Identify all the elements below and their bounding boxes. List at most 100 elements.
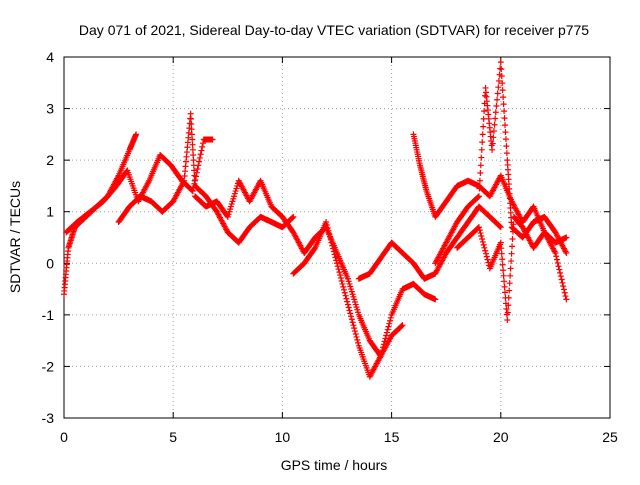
data-point	[196, 154, 203, 161]
data-point	[556, 266, 563, 273]
data-point	[330, 248, 337, 255]
data-point	[497, 59, 504, 66]
data-point	[190, 151, 197, 158]
data-point	[483, 253, 490, 260]
data-point	[481, 244, 488, 251]
data-point	[558, 276, 565, 283]
data-point	[482, 247, 489, 254]
x-tick-labels: 0 5 10 15 20 25	[60, 429, 618, 445]
data-point	[484, 256, 491, 263]
data-point	[348, 313, 355, 320]
data-point	[191, 177, 198, 184]
data-point	[345, 304, 352, 311]
data-point	[326, 230, 333, 237]
y-tick-label: -3	[42, 410, 55, 426]
data-point	[501, 278, 508, 285]
data-point	[333, 257, 340, 264]
data-point	[481, 108, 488, 115]
data-point	[476, 227, 483, 234]
chart-title: Day 071 of 2021, Sidereal Day-to-day VTE…	[79, 22, 589, 38]
data-point	[324, 224, 331, 231]
data-point	[492, 115, 499, 122]
data-point	[510, 221, 517, 228]
data-point	[507, 272, 514, 279]
data-point	[502, 136, 509, 143]
data-point	[552, 249, 559, 256]
data-point	[505, 302, 512, 309]
data-point	[494, 96, 501, 103]
data-point	[480, 241, 487, 248]
data-point	[490, 134, 497, 141]
data-point	[382, 335, 389, 342]
data-point	[350, 322, 357, 329]
y-tick-label: 3	[46, 101, 54, 117]
data-point	[478, 233, 485, 240]
data-point	[347, 310, 354, 317]
data-point	[331, 251, 338, 258]
data-point	[199, 143, 206, 150]
data-point	[482, 250, 489, 257]
data-point	[327, 236, 334, 243]
data-point	[355, 339, 362, 346]
data-point	[508, 250, 515, 257]
data-point	[340, 283, 347, 290]
data-point	[478, 146, 485, 153]
data-point	[188, 126, 195, 133]
data-point	[478, 154, 485, 161]
data-point	[499, 80, 506, 87]
data-point	[479, 131, 486, 138]
y-tick-label: 0	[46, 255, 54, 271]
data-point	[482, 92, 489, 99]
data-point	[338, 277, 345, 284]
data-point	[346, 307, 353, 314]
data-point	[188, 121, 195, 128]
data-point	[560, 286, 567, 293]
data-point	[386, 320, 393, 327]
data-point	[323, 219, 330, 226]
data-point	[493, 102, 500, 109]
data-point	[503, 305, 510, 312]
data-point	[504, 317, 511, 324]
data-point	[494, 90, 501, 97]
data-point	[500, 94, 507, 101]
x-tick-label: 0	[60, 429, 68, 445]
data-point	[502, 129, 509, 136]
data-point	[497, 239, 504, 246]
data-point	[334, 260, 340, 267]
plot-frame	[63, 56, 611, 419]
data-point	[432, 296, 439, 303]
data-point	[562, 293, 569, 300]
data-series-trace-e	[290, 219, 439, 380]
data-point	[491, 121, 498, 128]
data-point	[499, 87, 506, 94]
data-point	[187, 110, 194, 117]
data-point	[190, 162, 197, 169]
data-point	[133, 131, 140, 138]
data-point	[559, 279, 566, 286]
data-point	[497, 223, 504, 230]
data-point	[198, 147, 205, 154]
data-point	[344, 298, 351, 305]
data-point	[505, 294, 512, 301]
data-point	[506, 287, 513, 294]
x-tick-label: 10	[275, 429, 291, 445]
y-tick-label: 2	[46, 152, 54, 168]
x-axis-label: GPS time / hours	[281, 457, 388, 473]
y-tick-label: -1	[42, 307, 55, 323]
data-point	[553, 253, 560, 260]
data-point	[339, 280, 346, 287]
data-point	[508, 258, 515, 265]
data-point	[209, 136, 216, 143]
data-point	[337, 272, 344, 279]
data-point	[330, 245, 337, 252]
data-point	[563, 234, 570, 241]
data-point	[341, 286, 348, 293]
x-tick-label: 5	[169, 429, 177, 445]
data-point	[335, 266, 342, 273]
data-point	[323, 221, 330, 228]
data-point	[326, 233, 333, 240]
data-point	[477, 162, 484, 169]
data-point	[383, 332, 390, 339]
data-point	[498, 250, 505, 257]
